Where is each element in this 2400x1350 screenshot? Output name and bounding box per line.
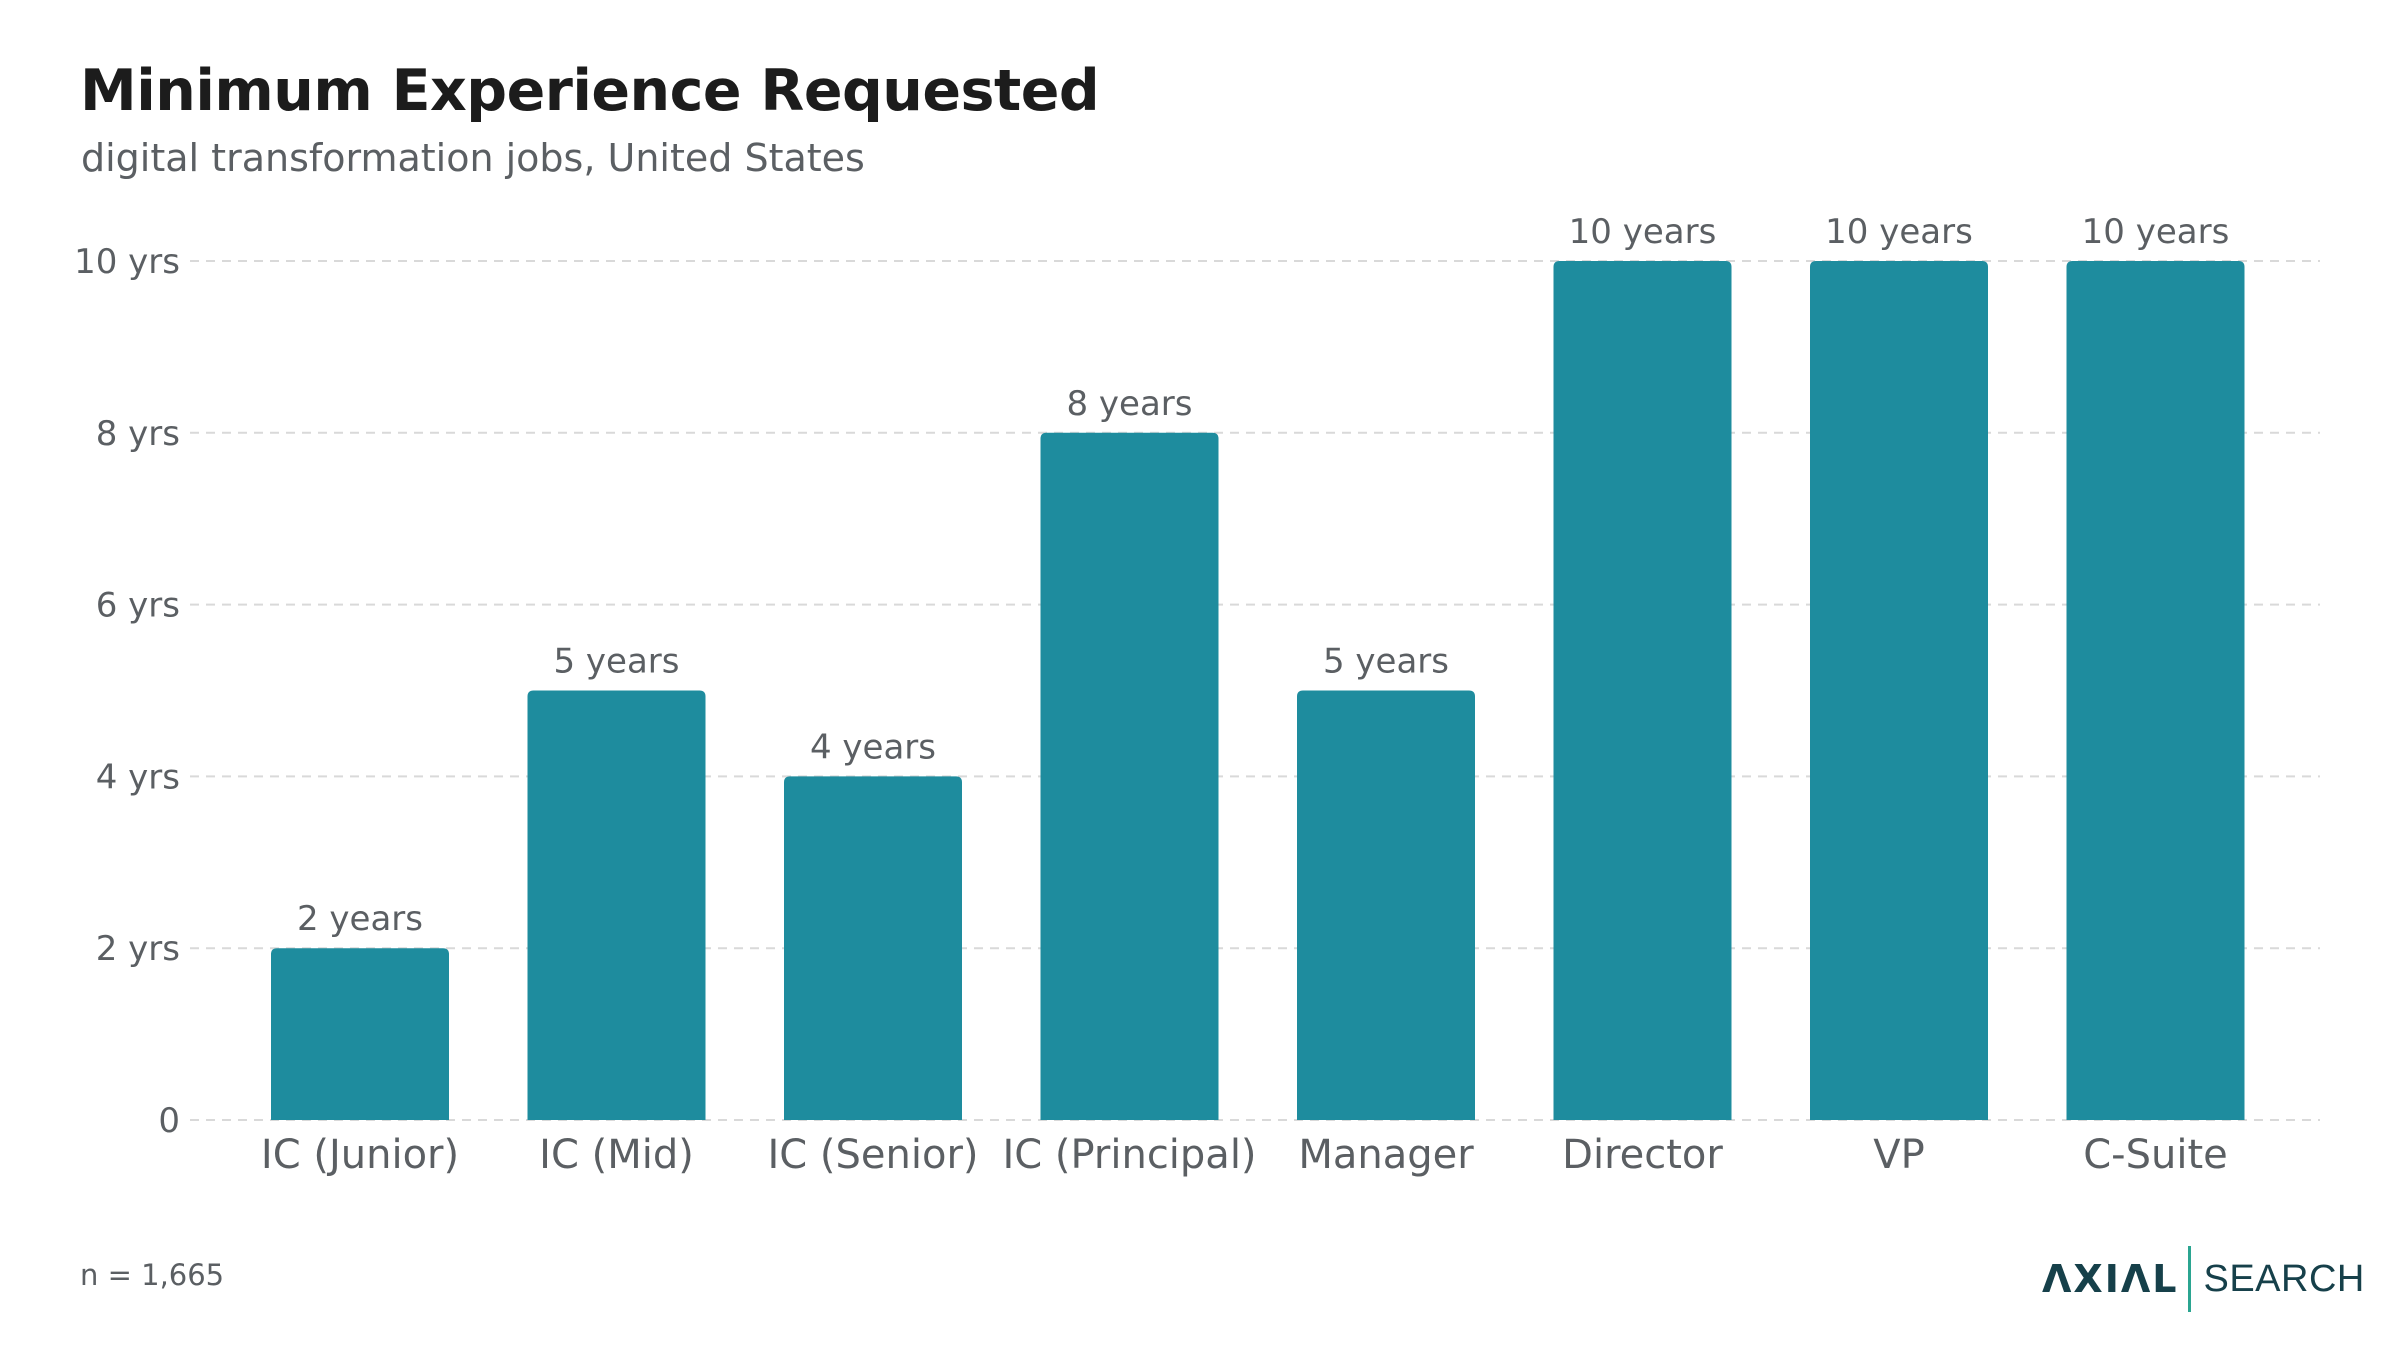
x-tick-label: IC (Principal) <box>1002 1132 1256 1178</box>
x-axis-ticks: IC (Junior) IC (Mid) IC (Senior) IC (Princi… <box>261 1132 2228 1178</box>
y-tick-label: 8 yrs <box>96 414 180 454</box>
brand-logo: ΛXIΛL SEARCH <box>2042 1244 2365 1314</box>
bar <box>1810 261 1988 1120</box>
data-labels: 2 years 5 years 4 years 8 years 5 years 10 ye… <box>297 212 2229 939</box>
chart-title: Minimum Experience Requested <box>80 58 1100 124</box>
logo-word: SEARCH <box>2203 1257 2365 1300</box>
y-tick-label: 6 yrs <box>96 586 180 626</box>
bar <box>784 776 962 1120</box>
bars <box>271 261 2245 1120</box>
grid-lines <box>190 260 2320 1121</box>
chart-subtitle: digital transformation jobs, United Stat… <box>81 136 865 180</box>
x-tick-label: Manager <box>1298 1132 1474 1178</box>
data-label: 10 years <box>2082 212 2230 252</box>
logo-mark: ΛXIΛL <box>2042 1257 2179 1301</box>
y-axis-ticks: 0 2 yrs 4 yrs 6 yrs 8 yrs 10 yrs <box>74 242 180 1141</box>
data-label: 10 years <box>1825 212 1973 252</box>
data-label: 5 years <box>553 642 679 682</box>
y-tick-label: 4 yrs <box>96 757 180 797</box>
data-label: 8 years <box>1066 384 1192 424</box>
bar <box>271 948 449 1120</box>
x-tick-label: IC (Mid) <box>539 1132 694 1178</box>
data-label: 2 years <box>297 899 423 939</box>
data-label: 4 years <box>810 727 936 767</box>
data-label: 10 years <box>1569 212 1717 252</box>
data-label: 5 years <box>1323 642 1449 682</box>
x-tick-label: IC (Senior) <box>767 1132 978 1178</box>
logo-divider <box>2188 1246 2192 1312</box>
y-tick-label: 10 yrs <box>74 242 180 282</box>
bar <box>1040 432 1219 1120</box>
bar <box>1553 261 1732 1120</box>
x-tick-label: VP <box>1873 1132 1924 1178</box>
bar <box>2066 261 2245 1120</box>
y-tick-label: 2 yrs <box>96 929 180 969</box>
bar <box>527 690 706 1120</box>
y-tick-label: 0 <box>158 1101 180 1141</box>
x-tick-label: Director <box>1562 1132 1723 1178</box>
x-tick-label: IC (Junior) <box>261 1132 459 1178</box>
x-tick-label: C-Suite <box>2083 1132 2228 1178</box>
sample-size-note: n = 1,665 <box>80 1258 225 1292</box>
bar <box>1297 690 1475 1120</box>
